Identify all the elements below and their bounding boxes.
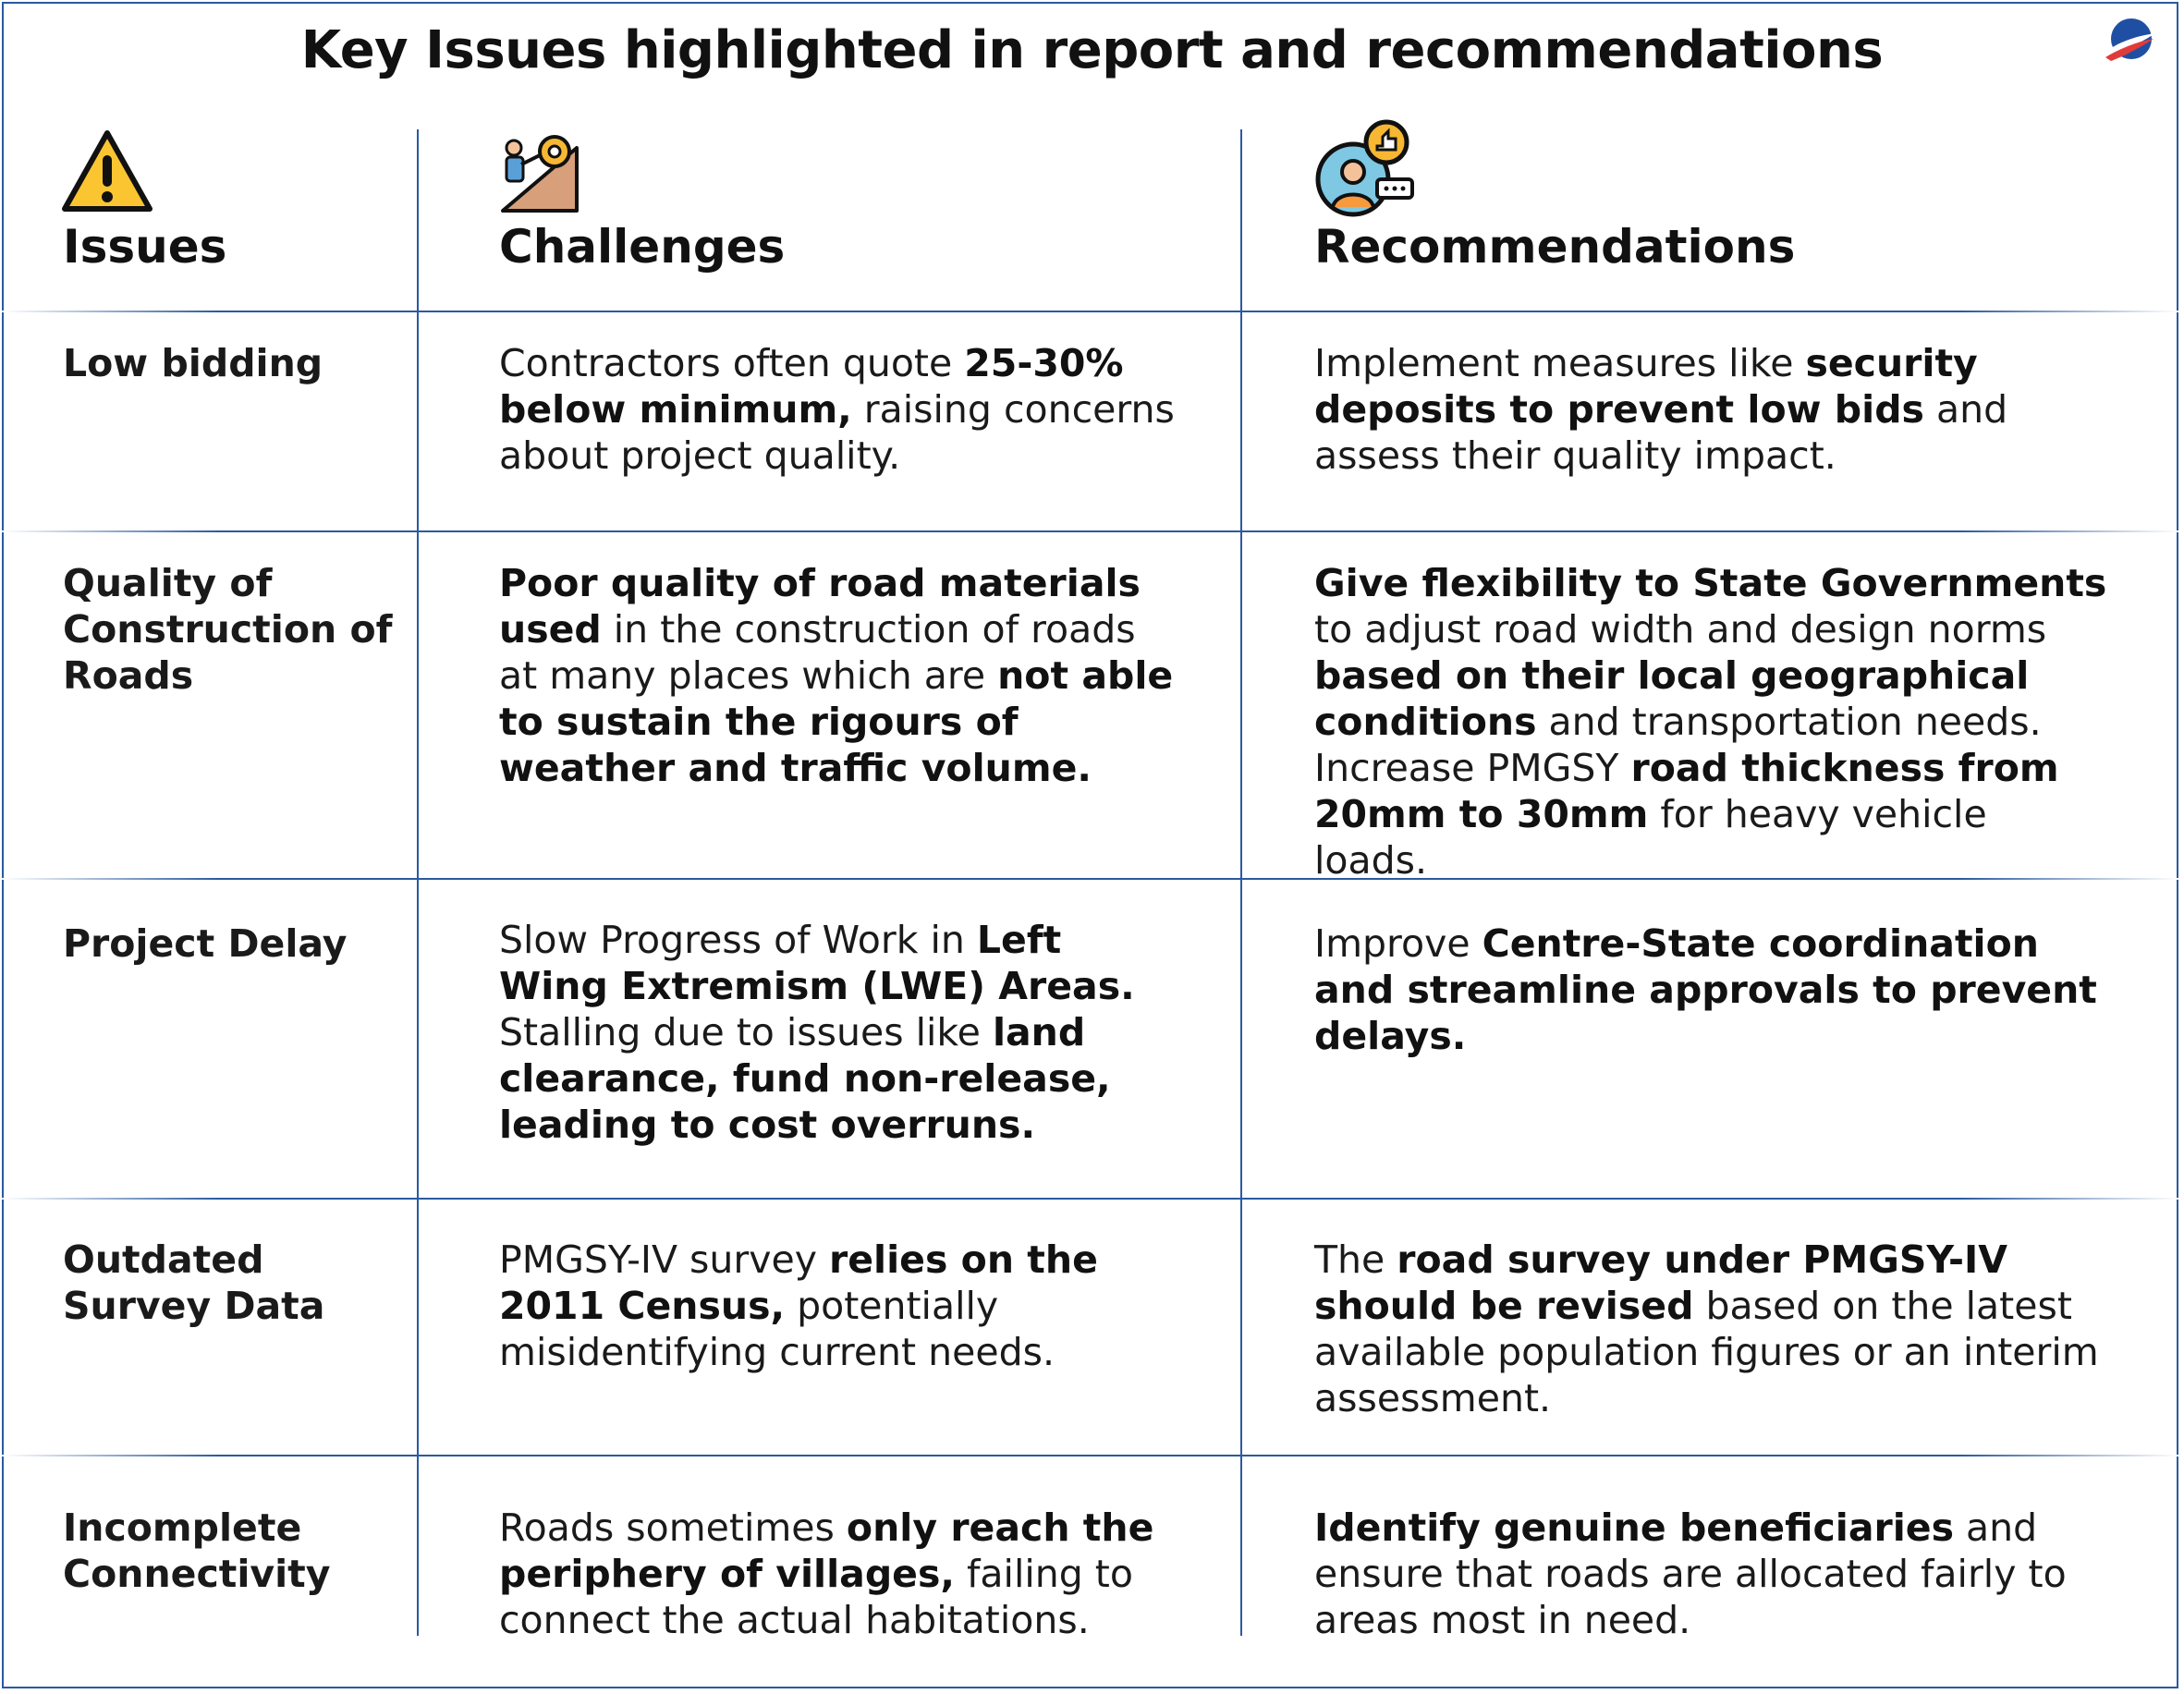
text-run: failing to connect the actual habitation…: [499, 1552, 1133, 1642]
bold-text-run: security deposits to prevent low bids: [1314, 341, 1978, 432]
issue-label: Quality of Construction of Roads: [63, 561, 393, 698]
bold-text-run: 25-30% below minimum,: [499, 341, 1124, 432]
row-divider: [2, 311, 2178, 312]
row-divider: [2, 1198, 2178, 1200]
bold-text-run: Give flexibility to State Governments: [1314, 561, 2107, 605]
row-divider: [2, 878, 2178, 880]
recommendation-text: Give flexibility to State Governments to…: [1314, 560, 2109, 884]
bold-text-run: Poor quality of road materials used: [499, 561, 1141, 652]
recommendations-header: Recommendations: [1314, 220, 1796, 274]
recommendation-text: Improve Centre-State coordination and st…: [1314, 920, 2109, 1059]
text-run: for heavy vehicle loads.: [1314, 792, 1987, 883]
bold-text-run: not able to sustain the rigours of weath…: [499, 653, 1174, 790]
text-run: and transportation needs. Increase PMGSY: [1314, 700, 2042, 790]
issue-label: Project Delay: [63, 921, 348, 966]
bold-text-run: land clearance, fund non-release, leadin…: [499, 1010, 1111, 1147]
challenge-text: Contractors often quote 25-30% below min…: [499, 340, 1183, 479]
recommendation-text: The road survey under PMGSY-IV should be…: [1314, 1237, 2109, 1421]
text-run: raising concerns about project quality.: [499, 387, 1175, 478]
warning-icon: [62, 130, 153, 212]
text-run: PMGSY-IV survey: [499, 1237, 830, 1282]
feedback-user-icon: [1315, 119, 1414, 217]
column-divider: [1240, 129, 1242, 1636]
challenge-text: Slow Progress of Work in Left Wing Extre…: [499, 917, 1183, 1148]
recommendation-text: Identify genuine beneficiaries and ensur…: [1314, 1505, 2109, 1643]
text-run: and ensure that roads are allocated fair…: [1314, 1505, 2067, 1642]
issue-label: Outdated Survey Data: [63, 1237, 325, 1328]
bold-text-run: road thickness from 20mm to 30mm: [1314, 746, 2059, 836]
text-run: in the construction of roads at many pla…: [499, 607, 1136, 698]
row-divider: [2, 1455, 2178, 1456]
bold-text-run: relies on the 2011 Census,: [499, 1237, 1098, 1328]
text-run: Slow Progress of Work in: [499, 918, 977, 962]
challenge-text: PMGSY-IV survey relies on the 2011 Censu…: [499, 1237, 1183, 1375]
bold-text-run: based on their local geographical condit…: [1314, 653, 2030, 744]
text-run: Roads sometimes: [499, 1505, 847, 1550]
row-divider: [2, 530, 2178, 532]
bold-text-run: only reach the periphery of villages,: [499, 1505, 1154, 1596]
text-run: based on the latest available population…: [1314, 1284, 2099, 1420]
challenges-header: Challenges: [499, 220, 786, 274]
text-run: Implement measures like: [1314, 341, 1806, 385]
issue-label: Incomplete Connectivity: [63, 1505, 331, 1596]
bold-text-run: Identify genuine beneficiaries: [1314, 1505, 1954, 1550]
page-title: Key Issues highlighted in report and rec…: [300, 20, 1884, 80]
text-run: Contractors often quote: [499, 341, 965, 385]
text-run: and assess their quality impact.: [1314, 387, 2008, 478]
bold-text-run: Left Wing Extremism (LWE) Areas.: [499, 918, 1135, 1008]
text-run: Stalling due to issues like: [499, 1010, 993, 1054]
recommendation-text: Implement measures like security deposit…: [1314, 340, 2109, 479]
bold-text-run: Centre-State coordination and streamline…: [1314, 921, 2097, 1058]
challenge-text: Roads sometimes only reach the periphery…: [499, 1505, 1183, 1643]
construction-worker-icon: [501, 135, 579, 213]
text-run: Improve: [1314, 921, 1482, 966]
column-divider: [417, 129, 419, 1636]
issues-header: Issues: [63, 220, 227, 274]
text-run: to adjust road width and design norms: [1314, 607, 2047, 652]
text-run: The: [1314, 1237, 1397, 1282]
brand-logo-icon: [2104, 18, 2155, 61]
bold-text-run: road survey under PMGSY-IV should be rev…: [1314, 1237, 2008, 1328]
text-run: potentially misidentifying current needs…: [499, 1284, 1055, 1374]
challenge-text: Poor quality of road materials used in t…: [499, 560, 1183, 791]
issue-label: Low bidding: [63, 341, 323, 385]
